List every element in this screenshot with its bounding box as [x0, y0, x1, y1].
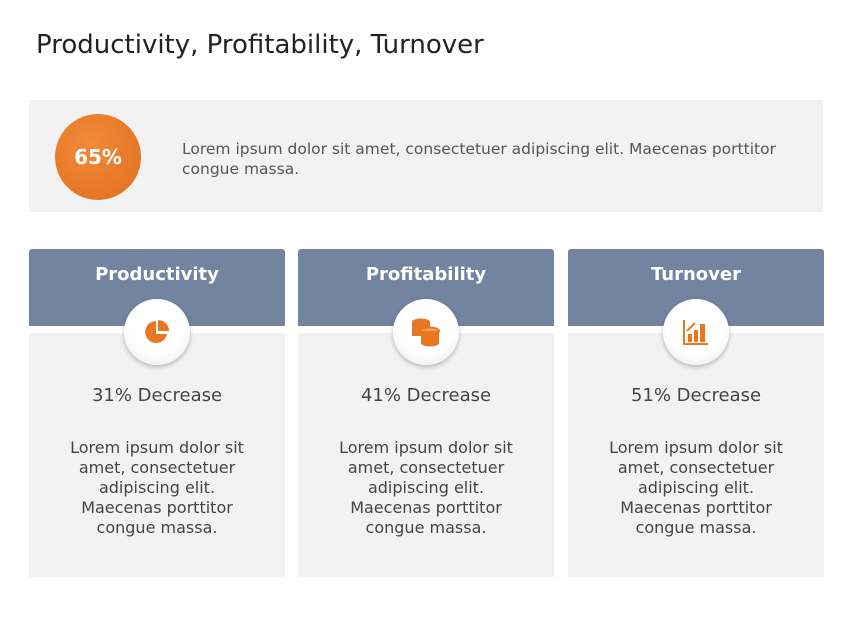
page-title: Productivity, Profitability, Turnover: [36, 30, 484, 60]
card-profitability: Profitability 41% Decrease Lorem ipsum d…: [298, 249, 554, 577]
pie-chart-icon: [124, 299, 190, 365]
bar-chart-growth-icon: [663, 299, 729, 365]
card-stat: 41% Decrease: [360, 385, 492, 406]
card-productivity: Productivity 31% Decrease Lorem ipsum do…: [29, 249, 285, 577]
card-stat: 31% Decrease: [91, 385, 223, 406]
card-turnover: Turnover 51% Decrease Lorem ipsum dolor …: [568, 249, 824, 577]
coins-icon: [393, 299, 459, 365]
summary-panel: [29, 100, 823, 212]
card-description: Lorem ipsum dolor sit amet, consectetuer…: [339, 438, 513, 537]
card-stat: 51% Decrease: [630, 385, 762, 406]
card-description: Lorem ipsum dolor sit amet, consectetuer…: [70, 438, 244, 537]
summary-percent-badge: 65%: [55, 114, 141, 200]
card-body: [568, 333, 824, 577]
card-description: Lorem ipsum dolor sit amet, consectetuer…: [609, 438, 783, 537]
card-body: [298, 333, 554, 577]
summary-text: Lorem ipsum dolor sit amet, consectetuer…: [182, 140, 776, 178]
card-body: [29, 333, 285, 577]
